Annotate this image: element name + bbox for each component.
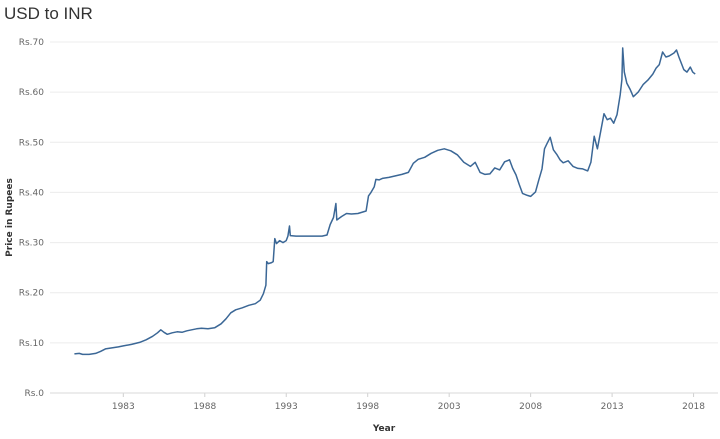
y-tick-label: Rs.60 bbox=[19, 88, 45, 98]
x-tick-label: 2003 bbox=[438, 402, 461, 412]
y-tick-label: Rs.40 bbox=[19, 188, 45, 198]
y-axis-title: Price in Rupees bbox=[5, 178, 15, 257]
y-tick-label: Rs.20 bbox=[19, 289, 45, 299]
y-tick-label: Rs.50 bbox=[19, 138, 45, 148]
x-tick-label: 2013 bbox=[601, 402, 624, 412]
x-tick-label: 1998 bbox=[356, 402, 379, 412]
y-tick-label: Rs.0 bbox=[24, 389, 44, 399]
x-tick-label: 1993 bbox=[275, 402, 298, 412]
x-axis-title: Year bbox=[372, 424, 396, 434]
x-tick-label: 1983 bbox=[112, 402, 135, 412]
y-tick-label: Rs.70 bbox=[19, 38, 45, 48]
x-tick-label: 2018 bbox=[682, 402, 705, 412]
x-axis-ticks: 1983 1988 1993 1998 2003 2008 2013 2018 bbox=[112, 393, 705, 412]
x-tick-label: 2008 bbox=[519, 402, 542, 412]
series-line-usd-inr bbox=[74, 47, 696, 356]
x-tick-label: 1988 bbox=[193, 402, 216, 412]
y-tick-label: Rs.10 bbox=[19, 339, 45, 349]
gridlines bbox=[50, 41, 718, 344]
y-axis-ticks: Rs.0 Rs.10 Rs.20 Rs.30 Rs.40 Rs.50 Rs.60 Rs.70 bbox=[19, 38, 45, 399]
y-tick-label: Rs.30 bbox=[19, 239, 45, 249]
chart-title: USD to INR bbox=[4, 4, 93, 23]
